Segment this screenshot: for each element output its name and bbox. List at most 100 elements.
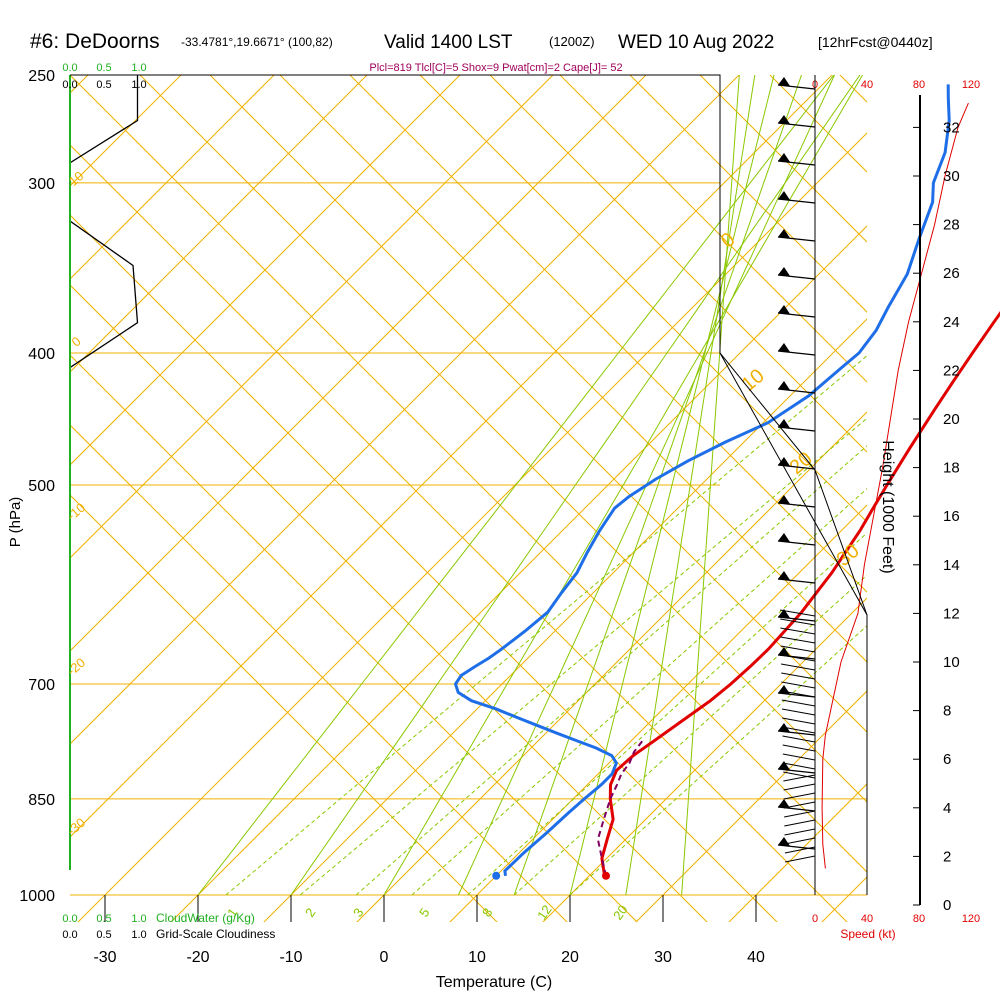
speed-tick: 40	[861, 913, 873, 925]
x-tick-label: 0	[380, 949, 389, 966]
wind-barb	[779, 609, 816, 617]
x-tick-label: 20	[561, 949, 579, 966]
wind-barb	[783, 783, 816, 791]
background-grid	[70, 75, 867, 922]
wind-barb	[780, 636, 816, 644]
wind-barbs	[777, 77, 816, 863]
wind-barb	[777, 122, 816, 128]
series-parcel	[596, 739, 644, 877]
height-tick-label: 4	[943, 800, 951, 817]
moist-adiabat-line	[197, 75, 835, 896]
height-tick-label: 30	[943, 168, 960, 185]
plot-border	[70, 74, 868, 895]
wind-barb	[777, 730, 816, 736]
wind-barb-flag	[778, 381, 790, 390]
speed-tick: 120	[962, 913, 980, 925]
wind-barb-flag	[778, 837, 790, 846]
wind-barb-flag	[778, 191, 790, 200]
moist-adiabat-line	[569, 75, 775, 896]
wind-barb	[777, 388, 816, 394]
wind-barb	[777, 806, 816, 812]
height-tick-label: 20	[943, 411, 960, 428]
cloudiness-label: Grid-Scale Cloudiness	[156, 927, 275, 941]
wind-barb	[777, 84, 816, 90]
wind-barb	[784, 837, 816, 845]
cloudiness-tick: 0.5	[96, 929, 111, 941]
cloud-water-tick: 1.0	[131, 62, 146, 74]
wind-barb-flag	[778, 115, 790, 124]
cloudiness-tick: 0.5	[96, 79, 111, 91]
isotherm-line	[70, 75, 461, 466]
wind-barb	[777, 426, 816, 432]
wind-barb-flag	[778, 495, 790, 504]
isotherm-line	[70, 75, 275, 280]
isotherm-label: -20	[64, 655, 88, 679]
isotherm-line	[70, 75, 554, 559]
wind-barb	[782, 762, 816, 770]
height-tick-label: 12	[943, 605, 960, 622]
dry-adiabat-line	[70, 424, 568, 922]
mixing-ratio-line	[513, 574, 867, 896]
series-dewpoint	[453, 84, 951, 876]
surface-dewpoint-dot	[492, 871, 501, 880]
wind-barb	[782, 726, 816, 734]
height-tick-label: 22	[943, 362, 960, 379]
mixing-ratio-line	[355, 445, 867, 896]
isotherm-line	[263, 318, 867, 922]
isotherm-label: 10	[66, 168, 87, 189]
wind-barb-flag	[778, 153, 790, 162]
wind-barb	[777, 768, 816, 774]
height-tick-label: 10	[943, 654, 960, 671]
wind-barb	[784, 828, 816, 836]
cloud-water-tick: 0.0	[62, 62, 77, 74]
wind-barb	[777, 616, 816, 622]
dry-adiabat-line	[559, 75, 867, 383]
wind-barb	[777, 274, 816, 280]
height-axis-title: Height (1000 Feet)	[879, 440, 896, 573]
height-tick-label: 18	[943, 460, 960, 477]
wind-barb	[782, 753, 816, 761]
y-tick-label: 700	[28, 677, 55, 694]
sounding-curves	[69, 75, 1000, 880]
cloud-water-tick: 0.0	[62, 913, 77, 925]
axes: 1 2 3 5 8 12 20 10 0 -10 -20 -30 0 10 20 30 -30 -20 -10 0 10…	[19, 62, 980, 966]
wind-barb-flag	[778, 761, 790, 770]
wind-barb-flag	[778, 533, 790, 542]
moist-adiabat-line	[681, 75, 740, 896]
station-title: #6: DeDoorns	[30, 30, 160, 53]
dry-adiabat-line	[349, 75, 867, 593]
dry-adiabat-line	[70, 75, 867, 873]
border-diagonal	[719, 352, 868, 616]
cloud-water-tick: 1.0	[131, 913, 146, 925]
surface-temperature-dot	[601, 871, 610, 880]
wind-barb	[777, 540, 816, 546]
wind-barb	[784, 819, 816, 827]
dry-adiabat-line	[699, 75, 867, 243]
wind-barb	[780, 627, 816, 635]
y-tick-label: 1000	[19, 888, 55, 905]
wind-barb	[777, 502, 816, 508]
wind-barb	[781, 690, 816, 698]
speed-tick: 80	[913, 913, 925, 925]
wind-barb	[777, 578, 816, 584]
mixing-ratio-label: 12	[534, 902, 555, 922]
isotherm-line	[170, 225, 867, 922]
wind-barb-flag	[778, 571, 790, 580]
isotherm-line	[70, 75, 740, 745]
height-tick-label: 28	[943, 217, 960, 234]
dry-adiabat-line	[70, 494, 498, 922]
wind-barb	[780, 645, 816, 653]
mixing-ratio-line	[467, 532, 867, 896]
isotherm-line	[77, 132, 867, 922]
wind-barb	[777, 312, 816, 318]
cloudiness-tick: 0.0	[62, 929, 77, 941]
wind-barb	[783, 801, 816, 809]
wind-barb-flag	[778, 267, 790, 276]
wind-barb	[782, 735, 816, 743]
forecast-info: [12hrFcst@0440z]	[818, 34, 933, 50]
wind-barb-flag	[778, 609, 790, 618]
x-tick-label: -20	[186, 949, 209, 966]
height-tick-label: 0	[943, 897, 951, 914]
height-tick-label: 26	[943, 265, 960, 282]
wind-barb	[782, 744, 816, 752]
